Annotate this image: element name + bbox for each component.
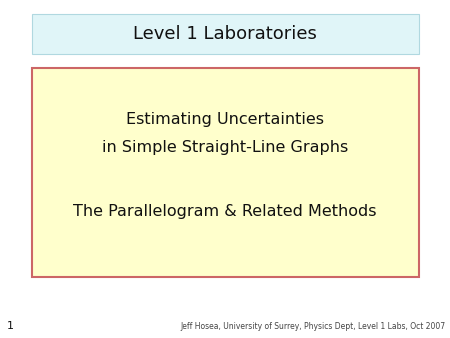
Text: Estimating Uncertainties: Estimating Uncertainties bbox=[126, 113, 324, 127]
Text: Level 1 Laboratories: Level 1 Laboratories bbox=[133, 25, 317, 43]
FancyBboxPatch shape bbox=[32, 68, 419, 277]
Text: in Simple Straight-Line Graphs: in Simple Straight-Line Graphs bbox=[102, 140, 348, 154]
FancyBboxPatch shape bbox=[32, 14, 419, 54]
Text: Jeff Hosea, University of Surrey, Physics Dept, Level 1 Labs, Oct 2007: Jeff Hosea, University of Surrey, Physic… bbox=[180, 322, 446, 331]
Text: 1: 1 bbox=[7, 321, 14, 331]
Text: The Parallelogram & Related Methods: The Parallelogram & Related Methods bbox=[73, 204, 377, 219]
